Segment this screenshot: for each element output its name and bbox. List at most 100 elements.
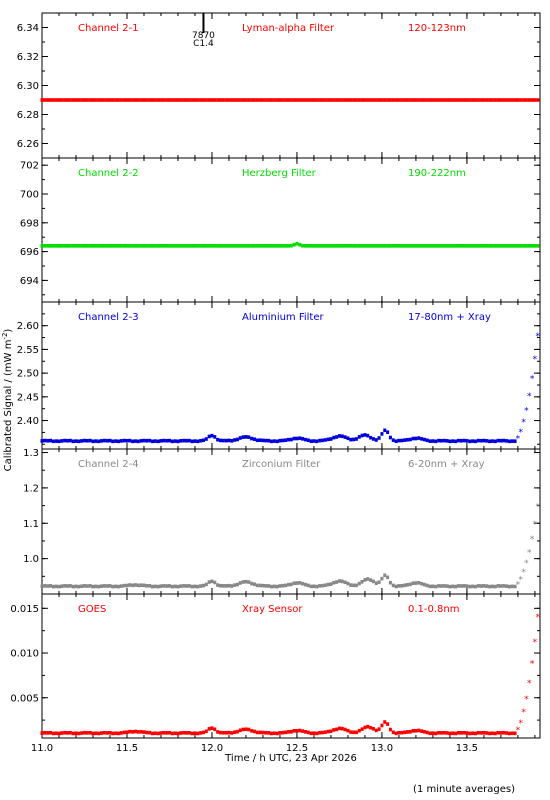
data-point xyxy=(210,579,214,584)
data-point xyxy=(204,582,208,587)
panels-group: 6.26 6.28 6.30 6.32 6.34 Channel 2-1 Lyman-alp… xyxy=(10,12,541,739)
data-point xyxy=(74,98,78,102)
data-point xyxy=(40,439,44,443)
data-point xyxy=(465,439,469,443)
data-point: * xyxy=(516,434,521,444)
data-point xyxy=(417,580,421,585)
y-tick-label: 1.2 xyxy=(23,483,39,494)
data-point xyxy=(363,433,367,437)
data-point xyxy=(340,726,344,731)
x-tick-label: 11.5 xyxy=(116,743,138,754)
data-point xyxy=(88,98,92,102)
data-point xyxy=(408,437,412,442)
data-point xyxy=(454,584,458,589)
data-point xyxy=(275,98,279,102)
data-point xyxy=(366,433,370,438)
data-point xyxy=(414,436,418,441)
data-point xyxy=(420,581,424,586)
data-point xyxy=(108,584,112,588)
data-point xyxy=(99,731,103,735)
data-point xyxy=(337,579,341,583)
data-point xyxy=(250,244,254,248)
data-point xyxy=(145,583,149,588)
data-point xyxy=(159,98,163,102)
data-point xyxy=(74,244,78,248)
data-point xyxy=(233,98,237,102)
data-point xyxy=(102,98,106,102)
data-point xyxy=(374,728,378,733)
data-point xyxy=(82,730,86,735)
data-point xyxy=(210,433,214,438)
data-point xyxy=(411,436,415,441)
data-point xyxy=(301,729,305,733)
data-point xyxy=(292,436,296,441)
panel-3: 2.402.452.502.552.60********Channel 2-3 A… xyxy=(17,301,541,450)
data-point xyxy=(326,98,330,102)
data-point xyxy=(420,729,424,733)
data-point xyxy=(360,98,364,102)
data-point xyxy=(295,729,299,733)
data-point xyxy=(281,244,285,248)
data-point xyxy=(252,244,256,248)
data-point xyxy=(111,584,115,589)
data-point xyxy=(65,584,69,588)
data-point xyxy=(496,438,500,443)
data-point xyxy=(505,584,509,588)
data-point xyxy=(278,438,282,443)
data-point xyxy=(68,730,72,735)
data-point xyxy=(332,98,336,102)
data-point xyxy=(513,731,517,736)
data-point xyxy=(318,98,322,102)
data-point xyxy=(179,584,183,588)
filter-label: Lyman-alpha Filter xyxy=(242,23,335,34)
data-point: * xyxy=(518,719,523,729)
data-point xyxy=(252,98,256,102)
data-point xyxy=(343,244,347,248)
data-point xyxy=(252,582,256,587)
data-point xyxy=(485,731,489,735)
data-point xyxy=(335,244,339,248)
data-point xyxy=(309,439,313,443)
data-point xyxy=(479,731,483,735)
data-point xyxy=(411,98,415,102)
data-point xyxy=(445,584,449,588)
data-point xyxy=(371,727,375,731)
data-point xyxy=(326,437,330,442)
data-point xyxy=(114,731,118,736)
data-point xyxy=(380,98,384,102)
data-point xyxy=(258,583,262,588)
data-point xyxy=(244,579,248,584)
data-point xyxy=(278,244,282,248)
data-point: * xyxy=(527,548,532,558)
data-point xyxy=(397,584,401,588)
data-point xyxy=(221,98,225,102)
data-point xyxy=(187,730,191,735)
data-point xyxy=(536,98,540,102)
data-point xyxy=(284,98,288,102)
data-point xyxy=(216,98,220,102)
data-point xyxy=(456,730,460,735)
data-point xyxy=(431,731,435,735)
data-point xyxy=(414,244,418,248)
data-point xyxy=(139,439,143,443)
data-point xyxy=(275,584,279,589)
data-point xyxy=(65,731,69,735)
data-point xyxy=(63,584,67,588)
data-point xyxy=(417,728,421,733)
y-tick-label: 0.015 xyxy=(10,604,39,615)
data-point xyxy=(471,584,475,589)
data-point xyxy=(114,439,118,443)
data-point xyxy=(193,731,197,736)
data-point xyxy=(111,244,115,248)
data-point xyxy=(199,98,203,102)
data-point xyxy=(269,98,273,102)
data-point xyxy=(99,98,103,102)
data-point xyxy=(352,98,356,102)
data-point xyxy=(176,98,180,102)
data-point xyxy=(235,98,239,102)
data-point xyxy=(286,98,290,102)
data-point xyxy=(309,731,313,736)
data-point xyxy=(383,428,387,433)
panel-frame xyxy=(41,301,541,450)
data-point xyxy=(281,583,285,588)
